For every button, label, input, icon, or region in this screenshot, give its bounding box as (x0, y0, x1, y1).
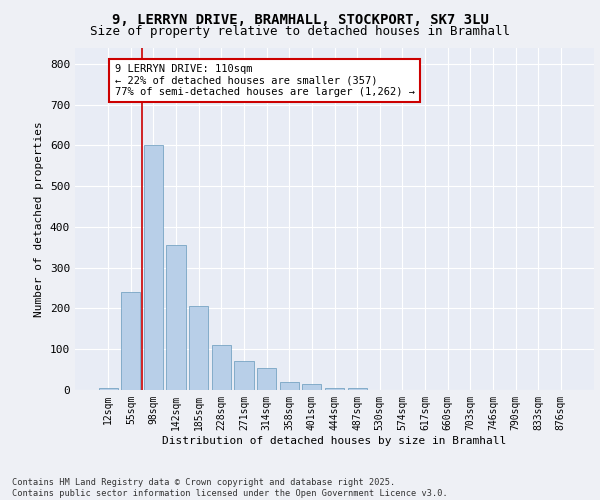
X-axis label: Distribution of detached houses by size in Bramhall: Distribution of detached houses by size … (163, 436, 506, 446)
Bar (144, 146, 163, 390)
Bar (257, 368, 276, 390)
Text: 9, LERRYN DRIVE, BRAMHALL, STOCKPORT, SK7 3LU: 9, LERRYN DRIVE, BRAMHALL, STOCKPORT, SK… (112, 12, 488, 26)
Bar (121, 292, 140, 390)
Bar (347, 388, 367, 390)
Text: Size of property relative to detached houses in Bramhall: Size of property relative to detached ho… (90, 25, 510, 38)
Bar (302, 384, 322, 390)
Bar (325, 388, 344, 390)
Bar (235, 362, 254, 390)
Y-axis label: Number of detached properties: Number of detached properties (34, 121, 44, 316)
Bar (166, 246, 186, 390)
Bar (212, 345, 231, 390)
Bar (98, 388, 118, 390)
Text: Contains HM Land Registry data © Crown copyright and database right 2025.
Contai: Contains HM Land Registry data © Crown c… (12, 478, 448, 498)
Bar (189, 306, 208, 390)
Bar (280, 382, 299, 390)
Text: 9 LERRYN DRIVE: 110sqm
← 22% of detached houses are smaller (357)
77% of semi-de: 9 LERRYN DRIVE: 110sqm ← 22% of detached… (115, 64, 415, 97)
